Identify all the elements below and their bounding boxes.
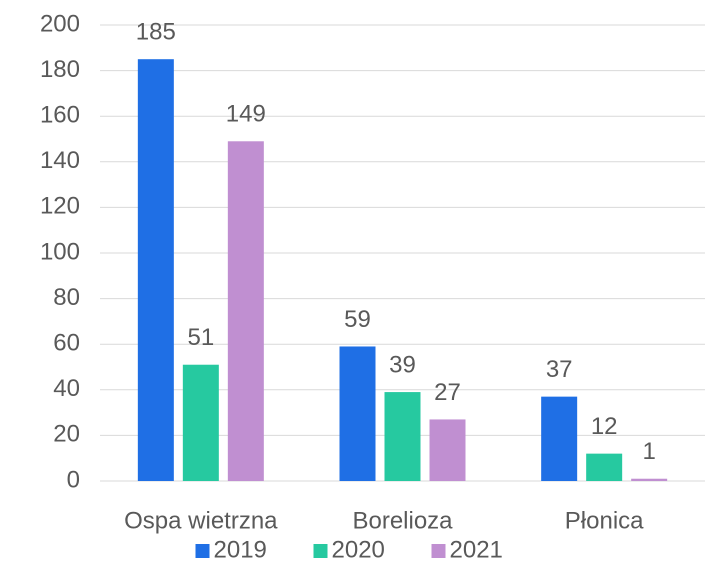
- y-tick-label: 120: [40, 193, 80, 220]
- y-tick-label: 20: [53, 421, 80, 448]
- y-tick-label: 60: [53, 330, 80, 357]
- data-label: 37: [546, 356, 573, 383]
- legend-swatch: [313, 544, 328, 558]
- legend-label: 2019: [214, 536, 267, 563]
- y-tick-label: 160: [40, 102, 80, 129]
- legend-swatch: [431, 544, 446, 558]
- data-label: 59: [344, 306, 371, 333]
- data-label: 27: [434, 379, 461, 406]
- y-tick-label: 180: [40, 56, 80, 83]
- y-tick-label: 100: [40, 238, 80, 265]
- bar: [137, 59, 174, 481]
- y-tick-label: 140: [40, 147, 80, 174]
- bar: [586, 453, 623, 481]
- data-label: 1: [642, 438, 655, 465]
- data-label: 185: [136, 19, 176, 46]
- bar: [182, 364, 219, 481]
- legend-swatch: [195, 544, 210, 558]
- legend-label: 2021: [450, 536, 503, 563]
- x-tick-label: Borelioza: [352, 507, 453, 534]
- data-label: 12: [591, 413, 618, 440]
- y-tick-label: 80: [53, 284, 80, 311]
- data-label: 39: [389, 351, 416, 378]
- x-tick-label: Ospa wietrzna: [124, 507, 278, 534]
- bar: [384, 392, 421, 481]
- data-label: 149: [226, 101, 266, 128]
- bar: [227, 141, 264, 481]
- y-tick-label: 40: [53, 375, 80, 402]
- bar: [541, 396, 578, 481]
- y-tick-label: 200: [40, 10, 80, 37]
- bar: [429, 419, 466, 481]
- y-tick-label: 0: [67, 466, 80, 493]
- bar: [631, 478, 668, 481]
- data-label: 51: [187, 324, 214, 351]
- bar: [339, 346, 376, 481]
- legend-label: 2020: [332, 536, 385, 563]
- x-tick-label: Płonica: [565, 507, 644, 534]
